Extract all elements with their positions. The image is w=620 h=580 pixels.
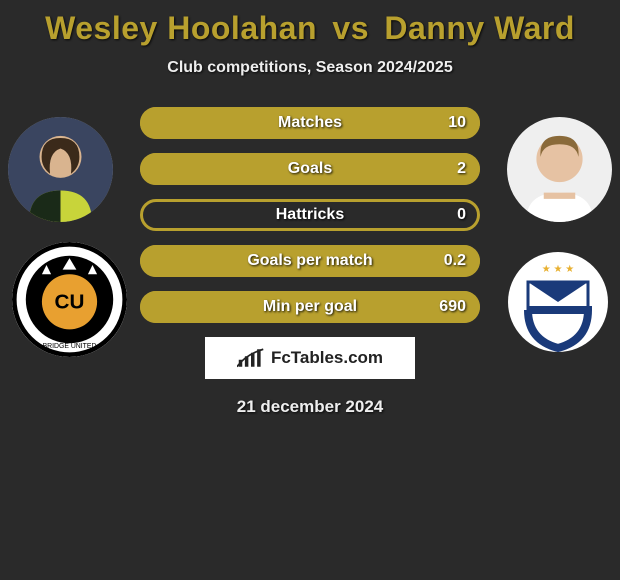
player-1-avatar: [8, 117, 113, 222]
svg-text:★ ★ ★: ★ ★ ★: [542, 264, 574, 275]
bar-chart-icon: [237, 347, 265, 369]
bar-label: Min per goal: [140, 291, 480, 323]
svg-text:CU: CU: [55, 291, 85, 314]
player-2-avatar: [507, 117, 612, 222]
stat-bar: Matches10: [140, 107, 480, 139]
brand-badge: FcTables.com: [205, 337, 415, 379]
title-vs: vs: [332, 10, 369, 46]
subtitle: Club competitions, Season 2024/2025: [0, 59, 620, 77]
bar-value: 0: [457, 199, 466, 231]
club-badge-icon: ★ ★ ★: [508, 252, 608, 352]
stat-bar: Hattricks0: [140, 199, 480, 231]
bar-label: Hattricks: [140, 199, 480, 231]
club-2-badge: ★ ★ ★: [508, 252, 608, 352]
title-player-2: Danny Ward: [384, 10, 575, 46]
bar-label: Goals: [140, 153, 480, 185]
stats-area: CU ·BRIDGE UNITED· ★ ★ ★ Matches10Goals2…: [0, 107, 620, 323]
person-icon: [8, 117, 113, 222]
bar-value: 10: [448, 107, 466, 139]
stat-bar: Min per goal690: [140, 291, 480, 323]
stat-bars: Matches10 Goals2 Hattricks0 Goals per match…: [140, 107, 480, 323]
stat-bar: Goals2: [140, 153, 480, 185]
bar-value: 2: [457, 153, 466, 185]
bar-label: Matches: [140, 107, 480, 139]
person-icon: [507, 117, 612, 222]
comparison-card: Wesley Hoolahan vs Danny Ward Club compe…: [0, 0, 620, 417]
bar-value: 690: [439, 291, 466, 323]
bar-label: Goals per match: [140, 245, 480, 277]
title-player-1: Wesley Hoolahan: [45, 10, 317, 46]
page-title: Wesley Hoolahan vs Danny Ward: [0, 10, 620, 47]
club-1-badge: CU ·BRIDGE UNITED·: [12, 242, 127, 357]
bar-value: 0.2: [444, 245, 466, 277]
stat-bar: Goals per match0.2: [140, 245, 480, 277]
club-badge-icon: CU ·BRIDGE UNITED·: [12, 242, 127, 357]
date-label: 21 december 2024: [0, 397, 620, 417]
svg-text:·BRIDGE UNITED·: ·BRIDGE UNITED·: [40, 343, 98, 350]
brand-text: FcTables.com: [271, 348, 383, 368]
